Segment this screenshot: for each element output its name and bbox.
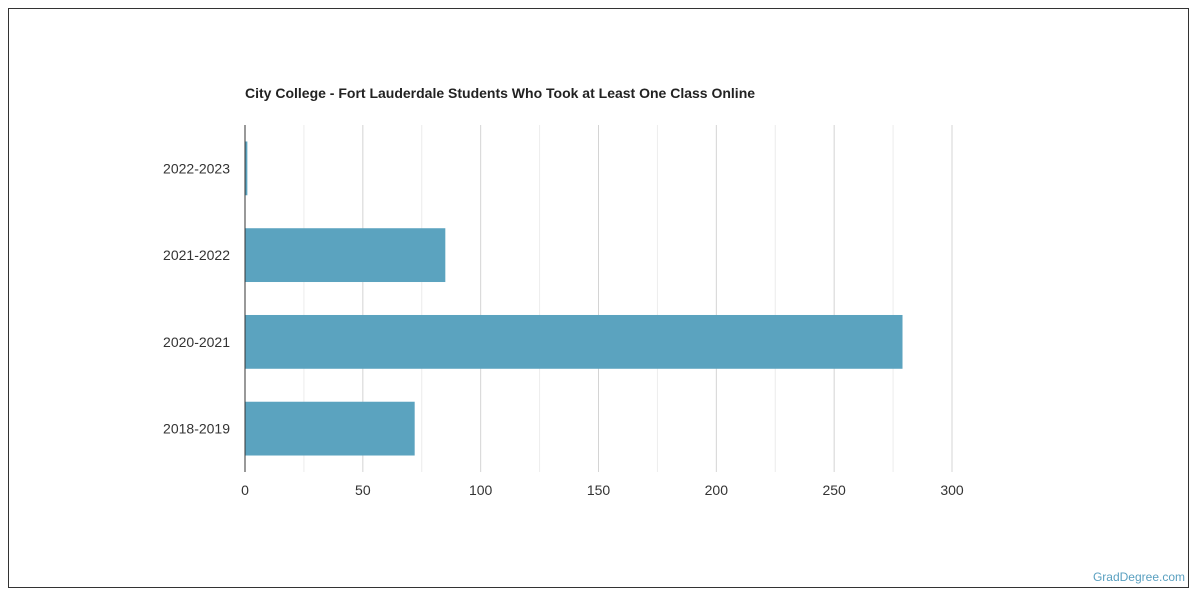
x-tick-label: 0 <box>241 482 249 498</box>
x-tick-label: 250 <box>822 482 846 498</box>
bar-2022-2023[interactable] <box>245 141 248 196</box>
bar-2018-2019[interactable] <box>245 401 415 456</box>
tick-labels: 2022-2023 2021-2022 2020-2021 2018-2019 0 50 1… <box>163 160 964 498</box>
bars <box>245 141 903 456</box>
graddegree-watermark-link[interactable]: GradDegree.com <box>1092 570 1185 584</box>
y-tick-label: 2022-2023 <box>163 160 230 176</box>
x-tick-label: 200 <box>705 482 729 498</box>
x-tick-label: 50 <box>355 482 371 498</box>
chart-title: City College - Fort Lauderdale Students … <box>245 85 756 101</box>
y-tick-label: 2018-2019 <box>163 421 230 437</box>
x-tick-label: 150 <box>587 482 611 498</box>
x-tick-label: 100 <box>469 482 493 498</box>
bar-2020-2021[interactable] <box>245 314 903 369</box>
bar-2021-2022[interactable] <box>245 228 446 283</box>
x-tick-label: 300 <box>940 482 964 498</box>
y-tick-label: 2020-2021 <box>163 334 230 350</box>
y-tick-label: 2021-2022 <box>163 247 230 263</box>
